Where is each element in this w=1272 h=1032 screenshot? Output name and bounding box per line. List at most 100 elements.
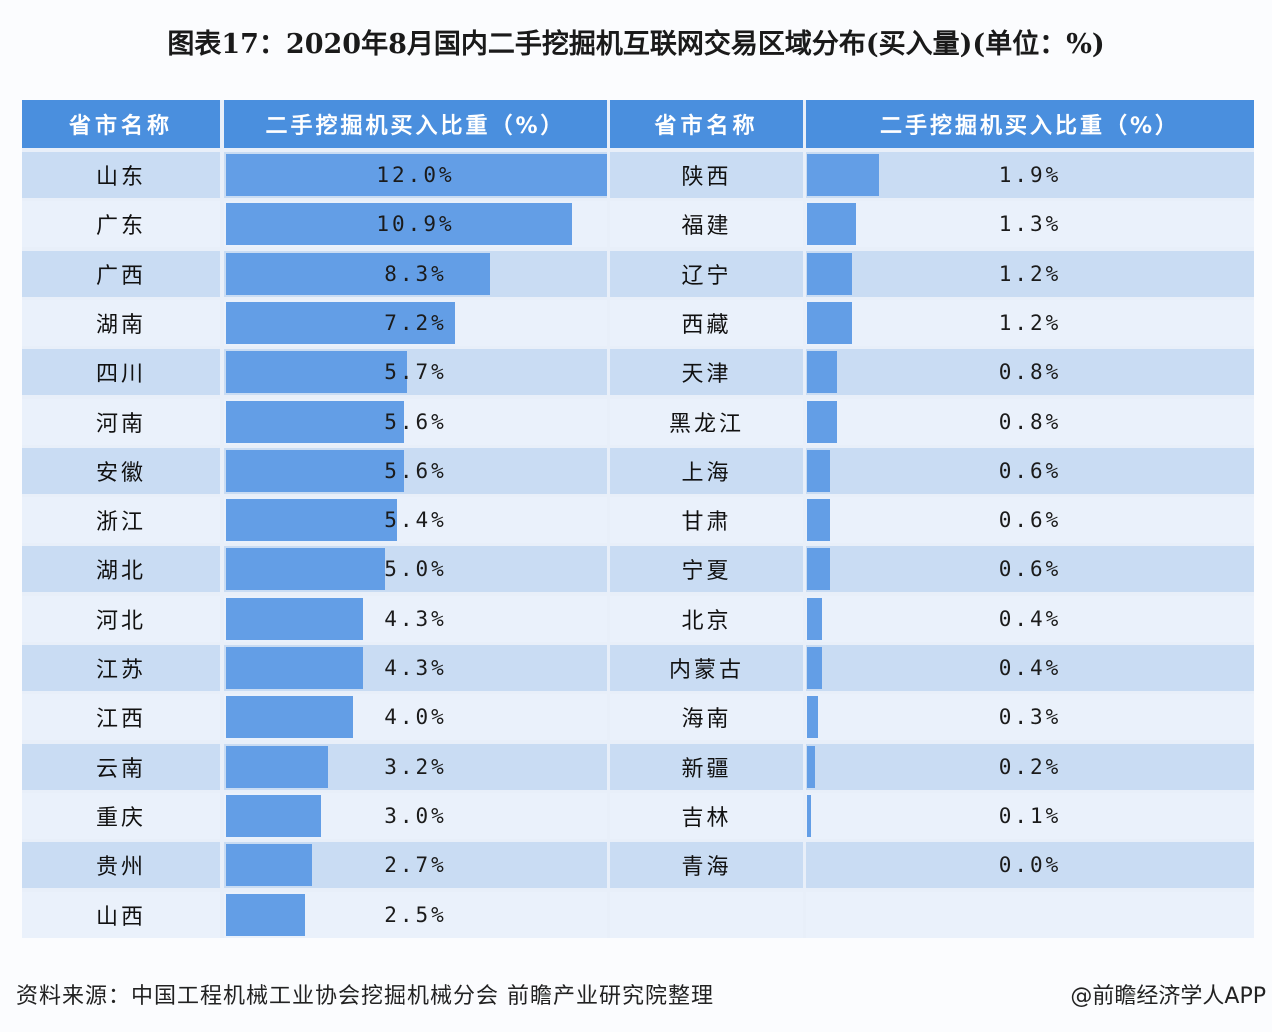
province-name: 浙江 xyxy=(22,497,220,544)
province-name: 北京 xyxy=(610,595,803,642)
value-label: 1.3% xyxy=(998,212,1062,237)
province-name: 山东 xyxy=(22,152,220,198)
bar-cell xyxy=(806,299,1254,346)
value-bar xyxy=(807,548,830,591)
province-name xyxy=(610,891,803,938)
value-label: 4.0% xyxy=(384,705,447,730)
province-name: 宁夏 xyxy=(610,546,803,593)
header-right-name: 省市名称 xyxy=(610,100,803,148)
value-bar xyxy=(807,252,853,295)
table-row: 贵州 青海 2.7% 0.0% xyxy=(22,842,1254,889)
province-name: 海南 xyxy=(610,694,803,741)
bar-cell xyxy=(806,546,1254,593)
value-bar xyxy=(226,647,363,689)
province-name: 辽宁 xyxy=(610,250,803,297)
value-bar xyxy=(226,597,363,640)
value-bar xyxy=(807,647,823,689)
value-bar xyxy=(226,499,398,542)
bar-cell xyxy=(806,447,1254,494)
value-bar xyxy=(226,449,404,492)
value-bar xyxy=(807,301,853,344)
header-left-value: 二手挖掘机买入比重（%） xyxy=(224,100,607,148)
table-row: 湖北 宁夏 5.0% 0.6% xyxy=(22,546,1254,593)
value-label: 1.9% xyxy=(998,163,1062,187)
value-label: 4.3% xyxy=(384,606,447,631)
province-name: 山西 xyxy=(22,891,220,938)
value-bar xyxy=(226,745,328,788)
bar-cell xyxy=(806,743,1254,790)
value-label: 0.0% xyxy=(998,853,1062,878)
value-bar xyxy=(226,154,607,196)
province-name: 广东 xyxy=(22,201,220,248)
province-name: 天津 xyxy=(610,349,803,396)
value-label: 1.2% xyxy=(998,310,1062,335)
source-note: 资料来源：中国工程机械工业协会挖掘机械分会 前瞻产业研究院整理 xyxy=(16,984,714,1009)
province-name: 内蒙古 xyxy=(610,645,803,691)
value-bar xyxy=(807,597,823,640)
value-bar xyxy=(807,745,815,788)
province-name: 西藏 xyxy=(610,299,803,346)
value-label: 4.3% xyxy=(384,656,447,680)
value-label: 8.3% xyxy=(384,261,447,286)
bar-cell xyxy=(806,250,1254,297)
value-bar xyxy=(226,696,353,739)
credit-watermark: @前瞻经济学人APP xyxy=(1070,984,1266,1009)
bar-cell xyxy=(806,891,1254,938)
value-label: 2.7% xyxy=(384,853,447,878)
value-bar xyxy=(807,499,830,542)
bar-cell xyxy=(806,152,1254,198)
value-label: 5.6% xyxy=(384,458,447,483)
province-name: 福建 xyxy=(610,201,803,248)
value-bar xyxy=(226,794,322,837)
bar-cell xyxy=(806,842,1254,889)
province-name: 青海 xyxy=(610,842,803,889)
value-bar xyxy=(807,154,879,196)
province-name: 黑龙江 xyxy=(610,398,803,445)
chart-title: 图表17：2020年8月国内二手挖掘机互联网交易区域分布(买入量)(单位：%) xyxy=(167,29,1105,60)
value-bar xyxy=(807,351,838,394)
bar-cell xyxy=(806,595,1254,642)
value-label: 0.8% xyxy=(998,409,1062,434)
value-bar xyxy=(226,893,306,936)
table-row: 云南 新疆 3.2% 0.2% xyxy=(22,743,1254,790)
value-label: 5.4% xyxy=(384,508,447,533)
value-label: 3.2% xyxy=(384,754,447,779)
province-name: 吉林 xyxy=(610,792,803,839)
province-name: 安徽 xyxy=(22,447,220,494)
province-name: 陕西 xyxy=(610,152,803,198)
value-label: 0.4% xyxy=(998,656,1062,680)
table-row: 安徽 上海 5.6% 0.6% xyxy=(22,447,1254,494)
data-table: 省市名称 二手挖掘机买入比重（%） 省市名称 二手挖掘机买入比重（%） 山东 陕西… xyxy=(22,100,1254,938)
bar-cell xyxy=(806,349,1254,396)
value-label: 7.2% xyxy=(384,310,447,335)
province-name: 湖南 xyxy=(22,299,220,346)
bar-cell xyxy=(806,645,1254,691)
value-label: 0.1% xyxy=(998,803,1062,828)
table-row: 浙江 甘肃 5.4% 0.6% xyxy=(22,497,1254,544)
table-row: 重庆 吉林 3.0% 0.1% xyxy=(22,792,1254,839)
province-name: 云南 xyxy=(22,743,220,790)
value-bar xyxy=(226,203,573,246)
table-row: 江西 海南 4.0% 0.3% xyxy=(22,694,1254,741)
value-label: 12.0% xyxy=(376,163,455,187)
value-label: 10.9% xyxy=(376,212,455,237)
table-row: 江苏 内蒙古 4.3% 0.4% xyxy=(22,645,1254,691)
bar-cell xyxy=(806,201,1254,248)
value-label: 5.0% xyxy=(384,557,447,582)
value-bar xyxy=(226,351,407,394)
value-label: 2.5% xyxy=(384,902,447,927)
table-row: 河北 北京 4.3% 0.4% xyxy=(22,595,1254,642)
table-row: 山东 陕西 12.0% 1.9% xyxy=(22,152,1254,198)
province-name: 江西 xyxy=(22,694,220,741)
value-label: 0.3% xyxy=(998,705,1062,730)
value-label: 0.4% xyxy=(998,606,1062,631)
bar-cell xyxy=(806,497,1254,544)
value-label: 0.6% xyxy=(998,557,1062,582)
table-row: 河南 黑龙江 5.6% 0.8% xyxy=(22,398,1254,445)
province-name: 广西 xyxy=(22,250,220,297)
province-name: 四川 xyxy=(22,349,220,396)
value-label: 1.2% xyxy=(998,261,1062,286)
value-bar xyxy=(226,844,312,887)
province-name: 甘肃 xyxy=(610,497,803,544)
bar-cell xyxy=(806,398,1254,445)
